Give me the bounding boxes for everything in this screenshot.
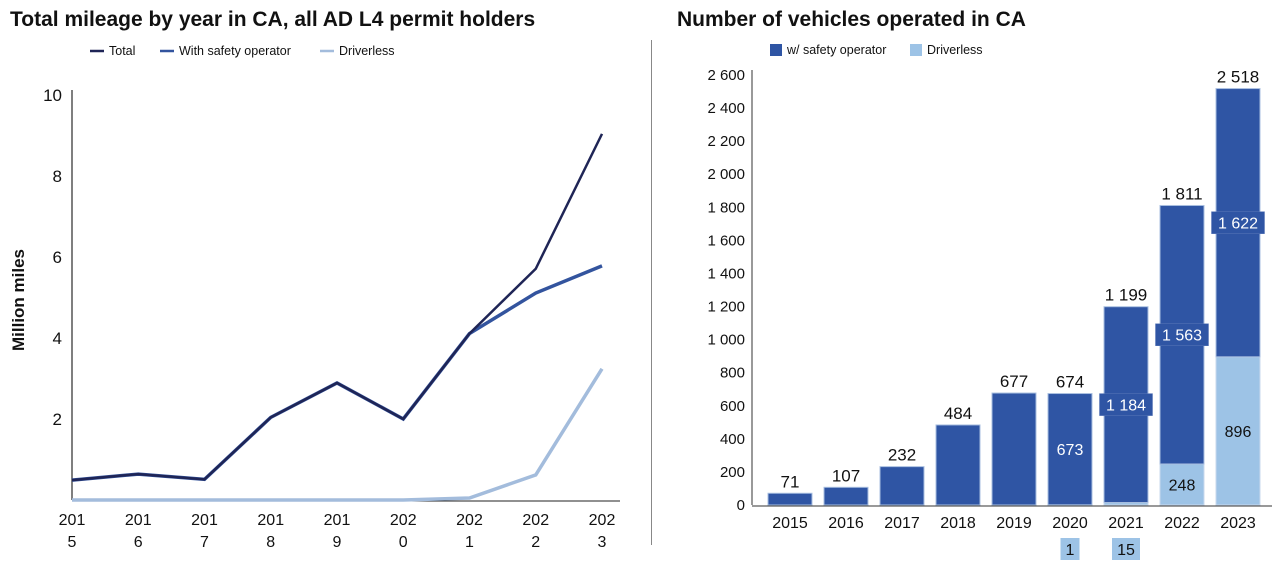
x-tick-label-wrap: 0 <box>399 534 408 551</box>
segment-label-driverless: 1 <box>1066 542 1075 559</box>
legend: Total With safety operator Driverless <box>90 44 395 58</box>
x-tick-label: 2015 <box>772 515 808 532</box>
y-tick-label: 1 200 <box>707 299 745 316</box>
bar-safety-operator <box>767 492 813 506</box>
total-label: 677 <box>1000 372 1028 391</box>
x-tick-label-wrap: 9 <box>333 534 342 551</box>
x-tick-label: 2023 <box>1220 515 1256 532</box>
vehicles-chart-title: Number of vehicles operated in CA <box>677 8 1026 31</box>
y-tick-label: 2 <box>53 410 62 429</box>
x-tick-label: 2022 <box>1164 515 1200 532</box>
bar-safety-operator <box>935 424 981 506</box>
segment-label-bg <box>1155 323 1209 346</box>
y-tick-label: 2 200 <box>707 133 745 150</box>
x-tick-label: 2021 <box>1108 515 1144 532</box>
legend-label: With safety operator <box>179 44 291 58</box>
y-axis-label: Million miles <box>9 249 28 351</box>
bar-safety-operator <box>823 486 869 506</box>
x-tick-label: 201 <box>59 512 86 529</box>
mileage-chart-title: Total mileage by year in CA, all AD L4 p… <box>10 8 536 31</box>
legend-swatch-safety <box>770 44 782 56</box>
bar-safety-operator <box>1047 393 1093 506</box>
y-tick-label: 2 600 <box>707 67 745 84</box>
segment-label-bg <box>1099 393 1153 416</box>
segment-label-bg <box>1060 538 1080 560</box>
x-tick-label-wrap: 1 <box>465 534 474 551</box>
x-tick-label-wrap: 2 <box>531 534 540 551</box>
segment-label-driverless: 896 <box>1225 424 1252 441</box>
legend-label: Driverless <box>339 44 395 58</box>
y-tick-label: 2 000 <box>707 166 745 183</box>
y-tick-label: 600 <box>720 398 745 415</box>
legend-label: Total <box>109 44 135 58</box>
legend-label: w/ safety operator <box>786 43 886 57</box>
segment-label-driverless: 248 <box>1169 477 1196 494</box>
total-label: 71 <box>781 472 800 491</box>
segment-label-bg <box>1112 538 1140 560</box>
series-line-driverless <box>72 367 604 502</box>
series-line-total <box>71 133 604 482</box>
x-tick-label: 202 <box>589 512 616 529</box>
legend: w/ safety operator Driverless <box>770 43 983 57</box>
y-tick-label: 200 <box>720 464 745 481</box>
x-tick-label-wrap: 5 <box>68 534 77 551</box>
mileage-line-chart: Million miles246810201520162017201820192… <box>9 44 620 551</box>
y-tick-label: 2 400 <box>707 100 745 117</box>
y-tick-label: 400 <box>720 431 745 448</box>
y-tick-label: 4 <box>53 329 62 348</box>
segment-label-safety: 673 <box>1057 442 1084 459</box>
x-tick-label-wrap: 7 <box>200 534 209 551</box>
y-tick-label: 8 <box>53 167 62 186</box>
total-label: 2 518 <box>1217 68 1260 87</box>
x-tick-label: 201 <box>125 512 152 529</box>
y-tick-label: 800 <box>720 365 745 382</box>
y-tick-label: 0 <box>737 497 745 514</box>
x-tick-label-wrap: 3 <box>598 534 607 551</box>
x-tick-label: 2018 <box>940 515 976 532</box>
segment-label-safety: 1 622 <box>1218 216 1258 233</box>
total-label: 484 <box>944 404 972 423</box>
y-tick-label: 6 <box>53 248 62 267</box>
x-tick-label: 2017 <box>884 515 920 532</box>
x-tick-label-wrap: 6 <box>134 534 143 551</box>
y-tick-label: 1 800 <box>707 199 745 216</box>
y-tick-label: 1 400 <box>707 265 745 282</box>
total-label: 674 <box>1056 373 1084 392</box>
segment-label-safety: 1 563 <box>1162 328 1202 345</box>
x-tick-label: 202 <box>390 512 417 529</box>
x-tick-label: 202 <box>522 512 549 529</box>
bar-safety-operator <box>991 392 1037 506</box>
y-tick-label: 10 <box>43 86 62 105</box>
x-tick-label: 202 <box>456 512 483 529</box>
total-label: 1 199 <box>1105 286 1148 305</box>
x-tick-label: 201 <box>191 512 218 529</box>
total-label: 107 <box>832 466 860 485</box>
total-label: 1 811 <box>1161 184 1202 203</box>
total-label: 232 <box>888 446 916 465</box>
legend-swatch-driverless <box>910 44 922 56</box>
segment-label-bg <box>1211 211 1265 234</box>
x-tick-label: 201 <box>257 512 284 529</box>
x-tick-label-wrap: 8 <box>266 534 275 551</box>
segment-label-driverless: 15 <box>1117 542 1135 559</box>
x-tick-label: 2019 <box>996 515 1032 532</box>
y-tick-label: 1 600 <box>707 232 745 249</box>
x-tick-label: 2016 <box>828 515 864 532</box>
bar-safety-operator <box>879 466 925 506</box>
x-tick-label: 2020 <box>1052 515 1088 532</box>
bar-driverless <box>1215 356 1261 506</box>
x-tick-label: 201 <box>324 512 351 529</box>
y-tick-label: 1 000 <box>707 332 745 349</box>
legend-label: Driverless <box>927 43 983 57</box>
chart-divider <box>651 40 652 545</box>
segment-label-safety: 1 184 <box>1106 398 1146 415</box>
